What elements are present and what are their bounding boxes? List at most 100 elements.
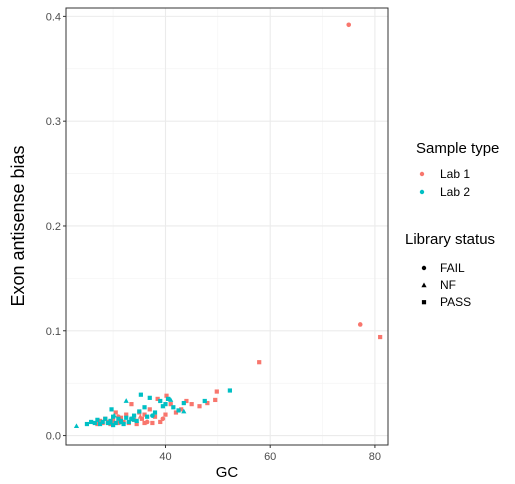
x-tick-label: 80: [369, 451, 381, 463]
legend-key-lab1: [419, 171, 425, 177]
data-point-pass: [95, 417, 100, 422]
data-point-fail: [118, 419, 124, 425]
data-point-pass: [131, 413, 137, 418]
data-point-pass: [103, 416, 108, 421]
data-point-pass: [378, 334, 383, 340]
data-point-fail: [144, 419, 150, 425]
data-point-pass: [155, 396, 160, 401]
data-point-pass: [84, 421, 90, 427]
data-point-pass: [213, 397, 218, 403]
data-point-pass: [147, 407, 152, 412]
data-point-pass: [197, 404, 202, 409]
y-tick-label: 0.3: [46, 116, 61, 128]
data-point-pass: [160, 404, 165, 409]
legend-key-nf-triangle: [421, 282, 427, 288]
y-tick-label: 0.2: [46, 221, 61, 233]
y-tick-label: 0.0: [46, 431, 61, 443]
data-point-pass: [134, 418, 139, 423]
data-point-pass: [113, 420, 118, 426]
data-point-pass: [126, 419, 131, 425]
data-point-pass: [152, 410, 158, 415]
data-point-pass: [111, 422, 116, 428]
data-point-pass: [179, 407, 184, 412]
data-point-pass: [145, 414, 150, 419]
data-point-pass: [138, 392, 143, 397]
data-point-pass: [150, 420, 155, 426]
x-tick-label: 40: [159, 451, 171, 463]
data-point-nf: [73, 423, 80, 429]
data-point-fail: [346, 22, 352, 28]
legend-label-lab2: Lab 2: [440, 185, 470, 199]
x-axis-title: GC: [216, 464, 239, 481]
y-axis-title: Exon antisense bias: [8, 145, 28, 306]
data-point-pass: [124, 415, 129, 420]
data-point-pass: [173, 410, 179, 415]
legend-key-lab2: [419, 189, 425, 195]
legend-key-pass-square: [421, 300, 427, 305]
data-point-pass: [113, 410, 118, 415]
data-point-pass: [129, 402, 134, 407]
data-point-pass: [152, 414, 158, 419]
data-point-pass: [109, 407, 114, 412]
data-point-pass: [214, 389, 219, 394]
data-point-pass: [111, 417, 116, 422]
data-point-pass: [97, 418, 103, 423]
data-point-pass: [121, 421, 126, 427]
legend-label-nf: NF: [440, 278, 456, 292]
data-point-pass: [142, 412, 147, 417]
data-point-pass: [142, 405, 147, 410]
x-tick-label: 60: [264, 451, 276, 463]
data-point-pass: [116, 416, 121, 421]
data-point-pass: [89, 419, 94, 425]
data-point-fail: [357, 322, 363, 327]
data-point-pass: [257, 360, 262, 365]
data-point-fail: [106, 420, 112, 426]
legend-label-lab1: Lab 1: [440, 167, 470, 181]
data-point-pass: [147, 395, 152, 400]
data-point-pass: [163, 412, 168, 417]
legend-label-fail: FAIL: [440, 261, 465, 275]
data-point-pass: [227, 388, 232, 393]
legend-title-sample-type: Sample type: [416, 140, 499, 157]
data-point-pass: [184, 398, 189, 404]
gridlines: [66, 8, 388, 445]
data-point-pass: [124, 412, 129, 417]
plot-panel-border: [65, 7, 389, 446]
data-point-pass: [176, 408, 181, 413]
legend-key-fail-circle: [421, 265, 427, 271]
data-point-nf: [137, 413, 143, 419]
legend-title-library-status: Library status: [405, 231, 495, 248]
data-point-pass: [116, 420, 121, 426]
data-point-pass: [100, 419, 105, 425]
data-point-pass: [168, 402, 173, 407]
data-point-pass: [181, 400, 186, 406]
data-point-pass: [163, 402, 168, 407]
data-point-pass: [164, 393, 169, 398]
data-point-pass: [139, 416, 145, 421]
legend-label-pass: PASS: [440, 295, 471, 309]
data-points: [73, 22, 383, 429]
data-point-pass: [165, 396, 171, 401]
data-point-nf: [168, 397, 174, 402]
data-point-pass: [171, 405, 176, 410]
data-point-nf: [181, 408, 187, 414]
data-point-nf: [123, 398, 129, 403]
axis-ticks: 40 60 80 0.0 0.1 0.2 0.3 0.4: [46, 11, 381, 463]
legend-library-status: Library status FAIL NF PASS: [405, 231, 495, 309]
data-point-pass: [142, 420, 147, 426]
data-point-pass: [202, 398, 207, 404]
y-tick-label: 0.4: [46, 11, 61, 23]
data-point-fail: [160, 416, 166, 422]
data-point-fail: [150, 413, 155, 418]
data-point-pass: [137, 409, 142, 414]
y-tick-label: 0.1: [46, 326, 61, 338]
data-point-pass: [134, 421, 139, 427]
data-point-pass: [95, 421, 100, 427]
data-point-pass: [118, 415, 124, 420]
data-point-pass: [97, 421, 103, 427]
data-point-nf: [111, 412, 117, 418]
data-point-pass: [158, 398, 163, 404]
data-point-pass: [92, 420, 97, 426]
data-point-pass: [108, 418, 113, 423]
